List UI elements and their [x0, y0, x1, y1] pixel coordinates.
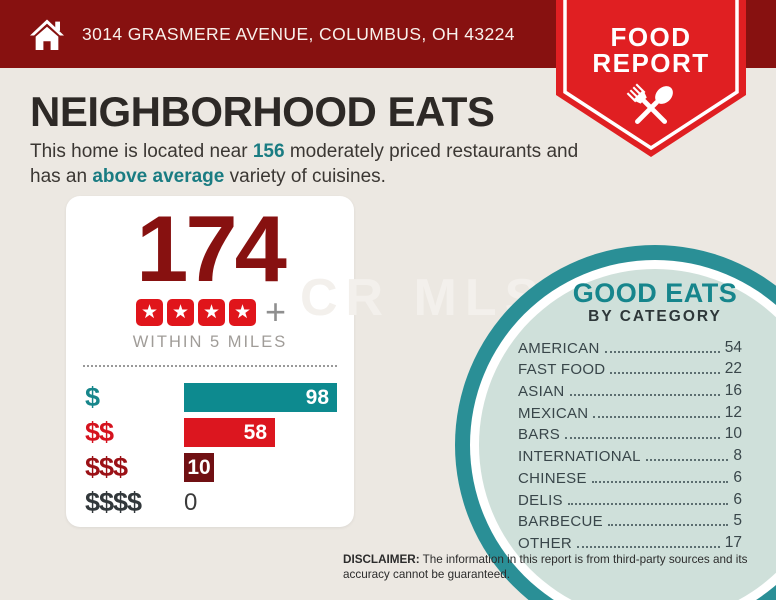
dotted-leader [577, 545, 720, 548]
category-value: 17 [724, 533, 742, 551]
disclaimer-body: The information in this report is from t… [343, 553, 748, 581]
category-label: AMERICAN [518, 339, 600, 357]
dotted-leader [569, 394, 720, 397]
dotted-leader [610, 372, 720, 375]
category-label: OTHER [518, 534, 572, 552]
star-icon: ★ [228, 298, 256, 326]
good-eats-title: GOOD EATS [572, 278, 738, 308]
price-tier-label: $$ [85, 417, 114, 447]
category-row: AMERICAN 54 [518, 335, 742, 357]
price-zero-value: 0 [184, 488, 198, 516]
intro-text: moderately priced restaurants and [284, 141, 579, 162]
property-address: 3014 GRASMERE AVENUE, COLUMBUS, OH 43224 [82, 23, 515, 44]
price-bar: 10 [184, 453, 214, 482]
plus-sign: + [264, 291, 287, 332]
price-row: $$$$ 0 [66, 485, 354, 520]
intro-text: variety of cuisines. [224, 166, 386, 187]
dotted-leader [604, 350, 720, 353]
category-row: FAST FOOD 22 [518, 357, 742, 379]
category-label: CHINESE [518, 469, 587, 487]
category-row: DELIS 6 [518, 487, 742, 509]
star-icon: ★ [135, 298, 163, 326]
price-row: $$$ 10 [66, 450, 354, 485]
category-row: BARS 10 [518, 422, 742, 444]
category-label: BARS [518, 426, 561, 444]
category-label: MEXICAN [518, 404, 589, 422]
category-row: MEXICAN 12 [518, 400, 742, 422]
circle-fill [479, 269, 776, 600]
category-row: ASIAN 16 [518, 378, 742, 400]
badge-line1: FOOD [610, 22, 692, 52]
category-label: INTERNATIONAL [518, 448, 641, 466]
star-icon: ★ [197, 298, 225, 326]
category-row: INTERNATIONAL 8 [518, 443, 742, 465]
intro-text: This home is located near [30, 141, 253, 162]
dotted-leader [593, 415, 720, 418]
category-row: BARBECUE 5 [518, 509, 742, 531]
category-label: FAST FOOD [518, 361, 606, 379]
good-eats-subtitle: BY CATEGORY [588, 308, 722, 325]
category-list: AMERICAN 54 FAST FOOD 22 ASIAN 16 MEXICAN 12 BAR… [518, 335, 742, 552]
intro-text: has an [30, 166, 93, 187]
intro-highlight: above average [92, 166, 225, 187]
category-value: 22 [724, 360, 742, 378]
price-tier-chart: $98 $$ 58 $$$ 10 $$$$ 0 [66, 380, 354, 520]
dotted-divider [83, 365, 337, 367]
badge-line2: REPORT [592, 48, 710, 78]
disclaimer-label: DISCLAIMER: [343, 553, 420, 566]
category-row: OTHER 17 [518, 530, 742, 552]
price-row: $$ 58 [66, 415, 354, 450]
category-value: 12 [724, 403, 742, 421]
price-tier-label: $$$ [85, 452, 128, 482]
good-eats-circle: GOOD EATS BY CATEGORY AMERICAN 54 FAST FOO… [455, 245, 776, 600]
category-label: ASIAN [518, 383, 565, 401]
dotted-leader [645, 459, 729, 462]
badge-shape [556, 0, 746, 157]
star-icons: ★ ★ ★ ★ [134, 298, 258, 326]
restaurant-summary-card: 174 ★ ★ ★ ★ + WITHIN 5 MILES $98 $$ 58 $$$ 10 $$… [66, 196, 354, 527]
dotted-leader [567, 502, 729, 505]
intro-highlight: 156 [252, 141, 285, 162]
category-row: CHINESE 6 [518, 465, 742, 487]
dotted-leader [565, 437, 720, 440]
star-icon: ★ [166, 298, 194, 326]
category-value: 16 [724, 382, 742, 400]
page-title: NEIGHBORHOOD EATS [30, 88, 495, 135]
category-value: 6 [733, 468, 742, 486]
home-icon [28, 18, 66, 51]
category-value: 6 [733, 490, 742, 508]
category-label: DELIS [518, 491, 563, 509]
price-bar: 58 [184, 418, 275, 447]
star-rating: ★ ★ ★ ★ + [66, 291, 354, 332]
price-tier-label: $ [85, 382, 100, 412]
disclaimer-text: DISCLAIMER: The information in this repo… [343, 553, 775, 582]
price-bar: 98 [184, 383, 337, 412]
category-value: 54 [724, 338, 742, 356]
category-value: 5 [733, 512, 742, 530]
intro-paragraph: This home is located near 156 moderately… [30, 139, 630, 189]
price-tier-label: $$$$ [85, 487, 142, 517]
food-report-badge: FOOD REPORT [556, 0, 746, 158]
category-label: BARBECUE [518, 513, 603, 531]
category-value: 8 [733, 447, 742, 465]
radius-label: WITHIN 5 MILES [132, 333, 288, 351]
dotted-leader [607, 524, 729, 527]
category-value: 10 [724, 425, 742, 443]
restaurant-total-count: 174 [136, 196, 287, 301]
dotted-leader [591, 480, 729, 483]
price-row: $98 [66, 380, 354, 415]
